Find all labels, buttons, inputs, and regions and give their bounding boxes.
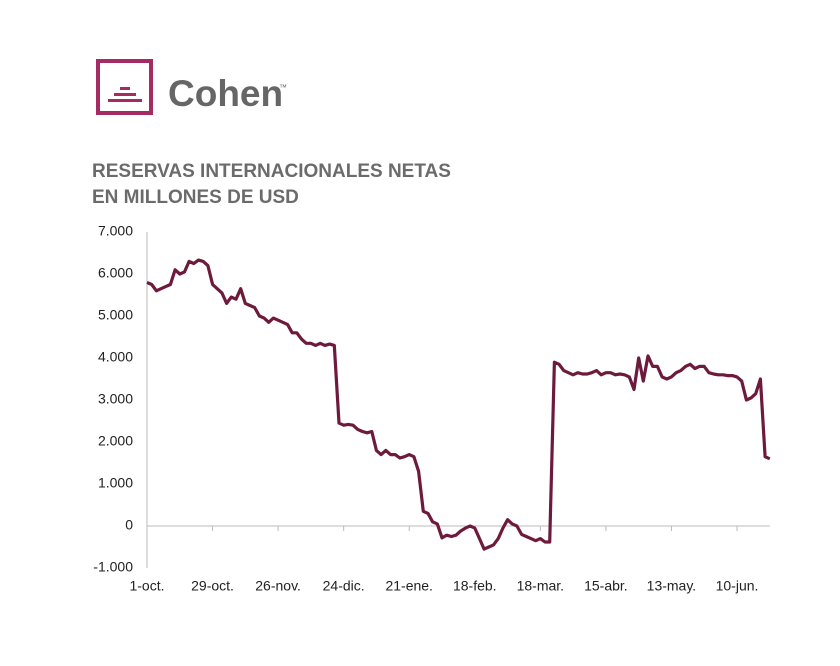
x-tick-label: 26-nov. — [255, 578, 301, 594]
y-tick-label: 1.000 — [98, 475, 133, 491]
x-tick-label: 18-feb. — [453, 578, 497, 594]
x-tick-label: 18-mar. — [517, 578, 564, 594]
logo: Cohen ™ — [96, 59, 287, 115]
chart-title: RESERVAS INTERNACIONALES NETAS — [92, 161, 451, 182]
x-tick-label: 13-may. — [647, 578, 697, 594]
x-tick-label: 1-oct. — [129, 578, 164, 594]
x-tick-label: 10-jun. — [716, 578, 759, 594]
logo-bar — [114, 93, 136, 96]
y-tick-label: -1.000 — [93, 559, 133, 575]
x-tick-label: 15-abr. — [584, 578, 628, 594]
y-tick-label: 7.000 — [98, 223, 133, 239]
y-tick-label: 4.000 — [98, 349, 133, 365]
y-tick-label: 2.000 — [98, 433, 133, 449]
y-tick-label: 5.000 — [98, 307, 133, 323]
x-tick-label: 21-ene. — [385, 578, 432, 594]
line-series — [146, 258, 771, 551]
logo-bar — [108, 99, 142, 102]
logo-bar — [120, 87, 130, 90]
x-tick-label: 24-dic. — [323, 578, 365, 594]
x-tick-label: 29-oct. — [191, 578, 234, 594]
y-tick-label: 6.000 — [98, 265, 133, 281]
brand-name: Cohen — [168, 73, 283, 114]
chart-title: EN MILLONES DE USD — [92, 187, 299, 208]
brand-mark: ™ — [279, 83, 287, 92]
y-tick-label: 3.000 — [98, 391, 133, 407]
logo-frame — [96, 59, 153, 115]
y-tick-label: 0 — [125, 517, 133, 533]
